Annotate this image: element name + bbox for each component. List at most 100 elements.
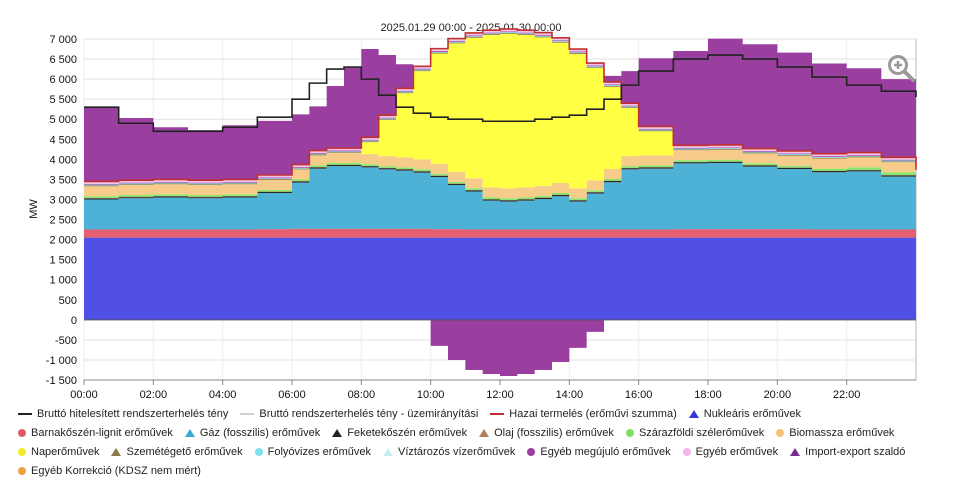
y-tick-label: 6 000 — [49, 74, 77, 86]
legend-item[interactable]: Bruttó rendszerterhelés tény - üzemirány… — [240, 408, 478, 420]
area-import-export-negative — [84, 319, 916, 376]
legend-triangle-marker — [332, 428, 343, 437]
x-tick-label: 02:00 — [140, 389, 168, 400]
legend-dot-marker — [18, 466, 26, 475]
legend-item[interactable]: Víztározós vízerőművek — [382, 445, 516, 458]
y-tick-label: 4 500 — [49, 134, 77, 146]
legend-label: Feketekőszén erőművek — [347, 426, 468, 439]
x-tick-label: 04:00 — [209, 389, 237, 400]
legend-label: Gáz (fosszilis) erőművek — [199, 426, 321, 439]
legend-triangle-marker — [479, 428, 490, 437]
legend-label: Egyéb erőművek — [695, 445, 779, 458]
legend-item[interactable]: Egyéb megújuló erőművek — [527, 445, 671, 458]
legend-label: Egyéb Korrekció (KDSZ nem mért) — [31, 464, 201, 477]
legend-dot-marker — [18, 428, 26, 437]
legend-item[interactable]: Nukleáris erőművek — [688, 407, 801, 420]
x-tick-label: 20:00 — [764, 389, 792, 400]
legend-label: Biomassza erőművek — [789, 426, 895, 439]
legend-label: Import-export szaldó — [805, 445, 906, 458]
legend-label: Szárazföldi szélerőművek — [638, 426, 765, 439]
y-tick-label: -1 000 — [46, 355, 77, 367]
chart: 2025.01.29 00:00 - 2025.01.30 00:00 -1 5… — [28, 22, 917, 400]
legend-dot-marker — [254, 447, 263, 456]
x-tick-label: 08:00 — [348, 389, 376, 400]
y-tick-label: -500 — [55, 335, 77, 347]
legend-item[interactable]: Egyéb erőművek — [682, 445, 779, 458]
x-tick-label: 00:00 — [70, 389, 98, 400]
x-tick-label: 18:00 — [694, 389, 722, 400]
area-barnak-sz-n-lignit-er-m-vek — [84, 228, 916, 238]
y-tick-label: 1 000 — [49, 275, 77, 287]
legend-item[interactable]: Naperőművek — [18, 446, 99, 458]
legend-triangle-marker — [790, 447, 801, 456]
legend-row: Egyéb Korrekció (KDSZ nem mért) — [18, 461, 958, 480]
y-tick-label: 1 500 — [49, 255, 77, 267]
y-tick-label: 3 500 — [49, 174, 77, 186]
legend-item[interactable]: Olaj (fosszilis) erőművek — [479, 427, 614, 439]
y-tick-label: 7 000 — [49, 34, 77, 46]
legend-label: Egyéb megújuló erőművek — [540, 445, 671, 458]
y-tick-label: 2 000 — [49, 235, 77, 247]
legend-item[interactable]: Szárazföldi szélerőművek — [625, 426, 765, 439]
legend-line-marker — [490, 412, 505, 415]
area-biomassza-er-m-vek — [84, 149, 916, 199]
legend-item[interactable]: Biomassza erőművek — [776, 427, 894, 439]
legend-item[interactable]: Barnakőszén-lignit erőművek — [18, 427, 173, 439]
y-tick-label: 4 000 — [49, 154, 77, 166]
legend-item[interactable]: Bruttó hitelesített rendszerterhelés tén… — [18, 408, 228, 420]
area-nukle-ris-er-m-vek — [84, 237, 916, 320]
area-series — [84, 28, 916, 376]
legend-label: Szemétégető erőművek — [126, 445, 243, 458]
legend-item[interactable]: Gáz (fosszilis) erőművek — [184, 426, 321, 439]
y-tick-label: -1 500 — [46, 375, 77, 387]
y-tick-label: 500 — [59, 295, 77, 307]
legend-item[interactable]: Import-export szaldó — [790, 446, 905, 458]
line-hazai-termeles — [84, 28, 917, 183]
legend-row: Naperőművek Szemétégető erőművek Folyóvize… — [18, 442, 958, 461]
x-tick-label: 12:00 — [486, 389, 514, 400]
line-brutto-hitelesitett-rendszerterheles — [84, 54, 917, 133]
legend-label: Nukleáris erőművek — [703, 407, 801, 420]
area-g-z-fosszilis-er-m-vek — [84, 162, 916, 230]
y-axis-label: MW — [28, 199, 40, 219]
legend-label: Bruttó rendszerterhelés tény - üzemirány… — [259, 407, 479, 420]
line-series — [84, 28, 917, 183]
zoom-in-icon[interactable] — [886, 53, 916, 83]
legend-line-marker — [240, 412, 255, 415]
legend-item[interactable]: Hazai termelés (erőművi szumma) — [490, 408, 677, 420]
axes: -1 500 -1 000 -500 0 500 1 000 1 500 2 000 2 500… — [46, 34, 916, 400]
legend: Bruttó hitelesített rendszerterhelés tén… — [18, 404, 958, 480]
y-tick-label: 5 000 — [49, 114, 77, 126]
legend-row: Bruttó hitelesített rendszerterhelés tén… — [18, 404, 958, 423]
x-tick-label: 16:00 — [625, 389, 653, 400]
legend-label: Naperőművek — [31, 445, 100, 458]
legend-dot-marker — [18, 447, 26, 456]
y-tick-label: 5 500 — [49, 94, 77, 106]
legend-triangle-marker — [688, 409, 699, 418]
legend-item[interactable]: Feketekőszén erőművek — [332, 427, 467, 439]
legend-dot-marker — [527, 447, 536, 456]
x-tick-label: 10:00 — [417, 389, 445, 400]
legend-dot-marker — [682, 447, 691, 456]
legend-label: Folyóvizes erőművek — [267, 445, 371, 458]
y-tick-label: 2 500 — [49, 215, 77, 227]
legend-item[interactable]: Egyéb Korrekció (KDSZ nem mért) — [18, 465, 201, 477]
x-tick-label: 06:00 — [278, 389, 306, 400]
legend-dot-marker — [776, 428, 785, 437]
legend-triangle-marker — [111, 447, 122, 456]
x-tick-label: 14:00 — [556, 389, 584, 400]
y-tick-label: 3 000 — [49, 194, 77, 206]
legend-line-marker — [18, 412, 32, 415]
legend-triangle-marker — [184, 428, 195, 437]
legend-item[interactable]: Folyóvizes erőművek — [254, 445, 371, 458]
area-naper-m-vek — [84, 33, 916, 189]
area-import-export-positive — [84, 28, 916, 182]
legend-row: Barnakőszén-lignit erőművek Gáz (fosszili… — [18, 423, 958, 442]
legend-triangle-marker — [382, 447, 393, 456]
legend-label: Barnakőszén-lignit erőművek — [31, 426, 173, 439]
legend-item[interactable]: Szemétégető erőművek — [111, 445, 243, 458]
x-tick-label: 22:00 — [833, 389, 861, 400]
legend-dot-marker — [625, 428, 634, 437]
legend-label: Víztározós vízerőművek — [397, 445, 516, 458]
y-tick-label: 0 — [71, 315, 77, 327]
